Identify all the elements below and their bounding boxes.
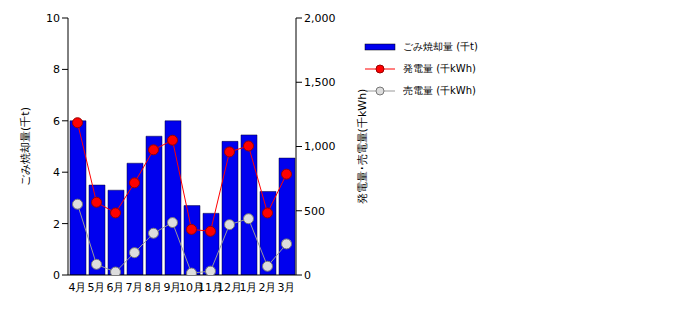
html-text:ごみ焼却量 (千t): ごみ焼却量 (千t) <box>403 41 478 52</box>
svg-text:2: 2 <box>53 218 60 231</box>
svg-text:3月: 3月 <box>278 281 296 294</box>
svg-text:7月: 7月 <box>126 281 144 294</box>
svg-text:ごみ焼却量(千t): ごみ焼却量(千t) <box>19 107 32 186</box>
svg-text:0: 0 <box>304 269 311 282</box>
svg-text:500: 500 <box>304 205 325 218</box>
svg-text:5月: 5月 <box>88 281 106 294</box>
svg-text:発電量･売電量(千kWh): 発電量･売電量(千kWh) <box>356 89 369 205</box>
svg-text:12月: 12月 <box>217 281 242 294</box>
html-text:売電量 (千kWh): 売電量 (千kWh) <box>403 85 476 96</box>
svg-text:4月: 4月 <box>69 281 87 294</box>
html-text:発電量 (千kWh): 発電量 (千kWh) <box>403 63 476 74</box>
svg-text:4: 4 <box>53 166 60 179</box>
svg-text:6: 6 <box>53 115 60 128</box>
svg-text:1,500: 1,500 <box>304 76 336 89</box>
svg-text:2月: 2月 <box>259 281 277 294</box>
svg-text:1月: 1月 <box>240 281 258 294</box>
svg-text:9月: 9月 <box>163 280 182 294</box>
svg-text:8: 8 <box>53 63 60 76</box>
svg-text:0: 0 <box>53 269 60 282</box>
svg-text:1,000: 1,000 <box>304 140 336 153</box>
svg-text:10: 10 <box>46 12 60 25</box>
svg-text:8月: 8月 <box>145 281 163 294</box>
svg-text:10月: 10月 <box>179 280 204 294</box>
svg-text:6月: 6月 <box>107 281 125 294</box>
svg-text:11月: 11月 <box>198 280 223 294</box>
svg-text:2,000: 2,000 <box>304 12 336 25</box>
